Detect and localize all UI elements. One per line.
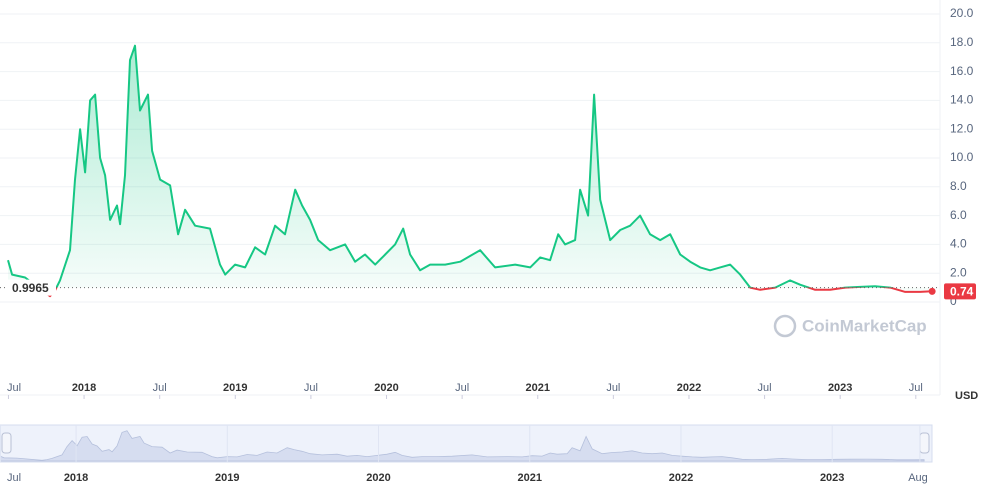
navigator-tick-label: Jul: [7, 472, 21, 484]
x-tick-label: Jul: [455, 382, 469, 394]
currency-label: USD: [955, 390, 978, 402]
current-price-label: 0.74: [950, 285, 974, 299]
nav-handle-left[interactable]: [1, 432, 12, 454]
x-tick-label: 2019: [223, 382, 247, 394]
navigator-tick-label: 2020: [366, 472, 390, 484]
x-tick-label: 2022: [677, 382, 701, 394]
x-tick-label: 2023: [828, 382, 852, 394]
y-tick-label: 12.0: [950, 121, 974, 135]
x-tick-label: Jul: [909, 382, 923, 394]
reference-label: 0.9965: [12, 281, 49, 295]
x-tick-label: Jul: [304, 382, 318, 394]
y-tick-label: 10.0: [950, 150, 974, 164]
x-tick-label: Jul: [758, 382, 772, 394]
y-tick-label: 8.0: [950, 179, 967, 193]
x-tick-label: Jul: [7, 382, 21, 394]
y-tick-label: 16.0: [950, 64, 974, 78]
reference-label-bg: [6, 279, 56, 296]
x-tick-label: Jul: [153, 382, 167, 394]
navigator-tick-label: 2019: [215, 472, 239, 484]
navigator-tick-label: 2021: [517, 472, 541, 484]
y-tick-label: 2.0: [950, 265, 967, 279]
x-tick-label: 2018: [72, 382, 96, 394]
y-tick-label: 14.0: [950, 93, 974, 107]
y-tick-label: 4.0: [950, 237, 967, 251]
price-area: [8, 45, 933, 297]
navigator-tick-label: 2022: [669, 472, 693, 484]
y-tick-label: 20.0: [950, 6, 974, 20]
navigator-tick-label: 2018: [64, 472, 88, 484]
x-tick-label: 2021: [525, 382, 549, 394]
navigator-tick-label: Aug: [908, 472, 928, 484]
x-tick-label: Jul: [606, 382, 620, 394]
price-line: [7, 44, 933, 298]
y-tick-label: 6.0: [950, 208, 967, 222]
y-tick-label: 18.0: [950, 35, 974, 49]
current-price-badge: [944, 283, 976, 300]
y-tick-label: 0: [950, 294, 957, 308]
nav-handle-right[interactable]: [919, 432, 930, 454]
navigator-area: [0, 430, 925, 462]
watermark-logo: [773, 314, 797, 338]
current-point: [928, 287, 936, 295]
watermark: CoinMarketCap: [802, 316, 927, 335]
x-tick-label: 2020: [374, 382, 398, 394]
navigator-tick-label: 2023: [820, 472, 844, 484]
